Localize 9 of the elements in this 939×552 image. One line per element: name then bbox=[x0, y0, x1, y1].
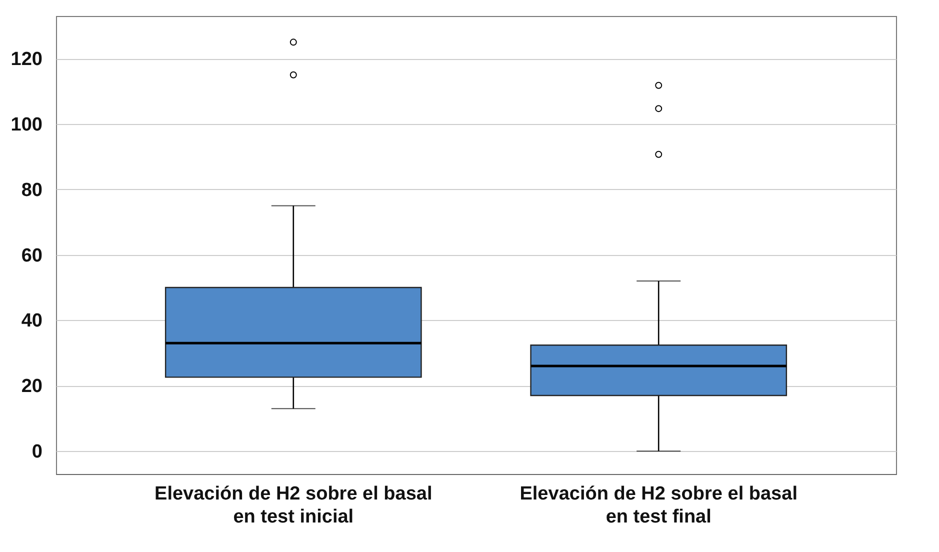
x-tick-label: Elevación de H2 sobre el basal en test inicial bbox=[154, 484, 432, 528]
y-tick-label: 20 bbox=[21, 376, 42, 398]
y-tick-label: 80 bbox=[21, 180, 42, 201]
y-tick-label: 0 bbox=[32, 442, 42, 463]
y-tick-label: 100 bbox=[10, 114, 42, 136]
y-tick-label: 120 bbox=[10, 49, 42, 70]
y-tick-label: 60 bbox=[21, 245, 42, 266]
x-tick-label: Elevación de H2 sobre el basal en test final bbox=[520, 484, 798, 528]
y-tick-label: 40 bbox=[21, 310, 42, 332]
